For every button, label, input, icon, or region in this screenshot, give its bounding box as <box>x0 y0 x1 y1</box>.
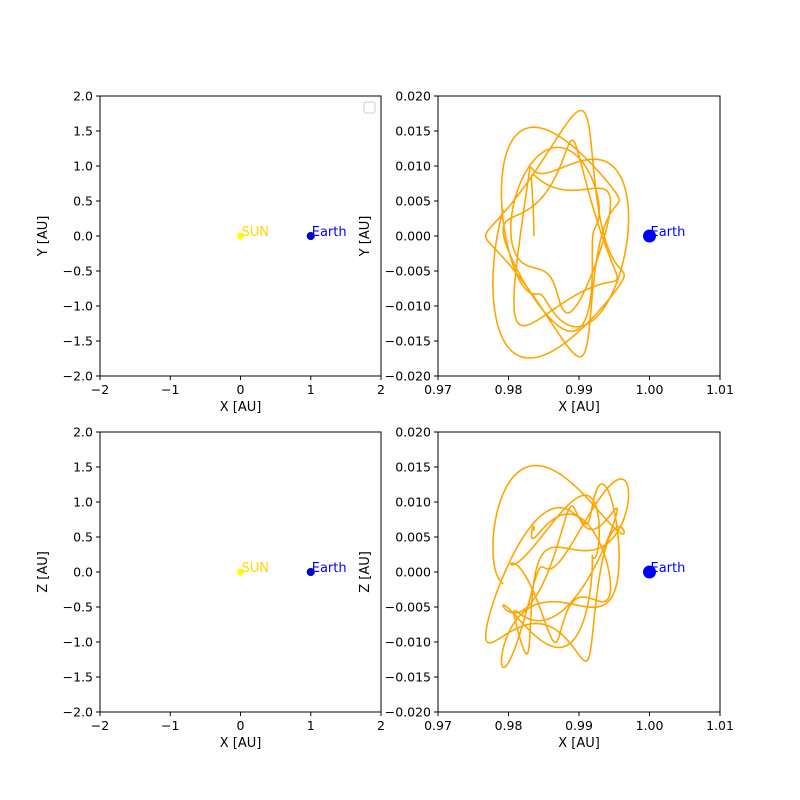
x-tick-label: 1 <box>307 382 315 397</box>
x-axis-label: X [AU] <box>220 400 262 415</box>
x-tick-label: 0 <box>237 718 245 733</box>
earth-marker <box>306 568 315 576</box>
y-tick-label: −0.010 <box>385 635 431 650</box>
earth-label: Earth <box>651 225 686 240</box>
x-tick-label: 1.01 <box>706 718 734 733</box>
x-tick-label: −2 <box>91 718 109 733</box>
y-tick-label: 2.0 <box>73 425 93 440</box>
y-tick-label: 0.0 <box>73 229 93 244</box>
y-tick-label: −0.5 <box>63 600 93 615</box>
y-tick-label: 0.020 <box>395 425 431 440</box>
legend-box <box>363 101 376 114</box>
earth-marker <box>643 229 656 243</box>
x-tick-label: 1.00 <box>636 382 664 397</box>
subplot-3: SUN Earth −2 −1 0 1 2 −2.0 −1.5 −1.0 −0.5 0.0 0.5 1.0… <box>36 425 385 752</box>
x-tick-label: −1 <box>161 382 179 397</box>
y-tick-label: −0.020 <box>385 705 431 720</box>
sun-label: SUN <box>242 225 270 240</box>
x-tick-label: 0.97 <box>424 718 452 733</box>
y-tick-label: 0.020 <box>395 89 431 104</box>
x-tick-label: 0.97 <box>424 382 452 397</box>
y-tick-label: 0.005 <box>395 530 431 545</box>
x-tick-label: 2 <box>377 382 385 397</box>
y-tick-label: 1.5 <box>73 124 93 139</box>
y-axis-label: Z [AU] <box>358 551 373 593</box>
x-axis-label: X [AU] <box>220 736 262 751</box>
y-tick-label: 0.000 <box>395 565 431 580</box>
y-tick-label: −2.0 <box>63 705 93 720</box>
y-tick-label: −1.5 <box>63 334 93 349</box>
x-tick-label: 0 <box>237 382 245 397</box>
x-tick-label: 0.99 <box>565 718 593 733</box>
x-tick-label: 2 <box>377 718 385 733</box>
y-axis-label: Z [AU] <box>36 551 51 593</box>
y-tick-label: 0.0 <box>73 565 93 580</box>
sun-label: SUN <box>242 561 270 576</box>
y-tick-label: −0.005 <box>385 264 431 279</box>
y-tick-label: 0.010 <box>395 495 431 510</box>
x-tick-label: 1 <box>307 718 315 733</box>
y-tick-label: −1.5 <box>63 670 93 685</box>
y-tick-label: −2.0 <box>63 369 93 384</box>
y-tick-label: −1.0 <box>63 635 93 650</box>
sun-marker <box>237 232 244 240</box>
y-tick-label: 0.000 <box>395 229 431 244</box>
x-tick-label: −1 <box>161 718 179 733</box>
y-tick-label: 0.015 <box>395 460 431 475</box>
y-tick-label: −0.010 <box>385 299 431 314</box>
y-tick-label: 0.5 <box>73 530 93 545</box>
x-tick-label: −2 <box>91 382 109 397</box>
x-tick-label: 1.00 <box>636 718 664 733</box>
y-tick-label: 0.005 <box>395 194 431 209</box>
x-tick-label: 1.01 <box>706 382 734 397</box>
subplot-2: Earth 0.97 0.98 0.99 1.00 1.01 −0.020 −0.015 −0.… <box>358 89 734 416</box>
y-tick-label: 1.5 <box>73 460 93 475</box>
y-tick-label: 0.5 <box>73 194 93 209</box>
y-tick-label: −0.015 <box>385 670 431 685</box>
y-tick-label: −0.015 <box>385 334 431 349</box>
subplot-4: Earth 0.97 0.98 0.99 1.00 1.01 −0.020 −0.015 −0.… <box>358 425 734 752</box>
x-tick-label: 0.98 <box>495 718 523 733</box>
y-tick-label: 0.010 <box>395 159 431 174</box>
y-tick-label: 1.0 <box>73 495 93 510</box>
y-tick-label: 1.0 <box>73 159 93 174</box>
earth-marker <box>643 565 656 579</box>
y-axis-label: Y [AU] <box>358 216 373 258</box>
y-tick-label: −0.5 <box>63 264 93 279</box>
x-tick-label: 0.99 <box>565 382 593 397</box>
y-tick-label: −0.020 <box>385 369 431 384</box>
y-tick-label: 2.0 <box>73 89 93 104</box>
y-tick-label: 0.015 <box>395 124 431 139</box>
y-axis-label: Y [AU] <box>36 216 51 258</box>
sun-marker <box>237 568 244 576</box>
trajectory-line <box>484 464 630 669</box>
earth-label: Earth <box>651 561 686 576</box>
earth-label: Earth <box>312 225 347 240</box>
trajectory-line <box>484 109 630 359</box>
x-axis-label: X [AU] <box>558 736 600 751</box>
x-axis-label: X [AU] <box>558 400 600 415</box>
earth-label: Earth <box>312 561 347 576</box>
y-tick-label: −0.005 <box>385 600 431 615</box>
x-tick-label: 0.98 <box>495 382 523 397</box>
subplot-1: SUN Earth −2 −1 0 1 2 −2.0 −1.5 −1.0 −0.5 0.0 0.5 1.0… <box>36 89 385 416</box>
y-tick-label: −1.0 <box>63 299 93 314</box>
earth-marker <box>306 232 315 240</box>
